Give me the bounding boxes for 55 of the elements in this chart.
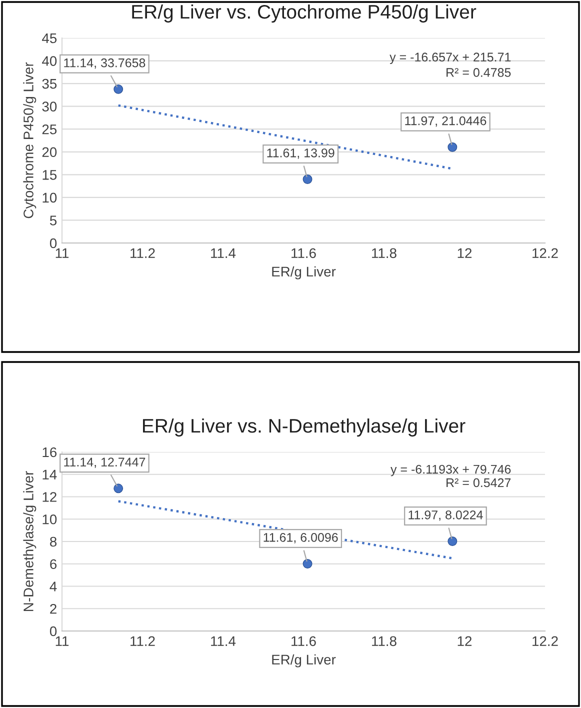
- x-tick-label: 12.2: [532, 248, 558, 258]
- x-tick-label: 12: [458, 248, 472, 258]
- x-tick-label: 11: [56, 636, 69, 646]
- x-tick-label: 11.8: [372, 636, 396, 646]
- y-tick-label: 40: [42, 56, 57, 66]
- y-tick-label: 25: [42, 124, 57, 134]
- y-tick-label: 0: [50, 626, 57, 636]
- x-tick-label: 12.2: [532, 636, 558, 646]
- point: [448, 142, 458, 152]
- y-tick-label: 5: [50, 216, 57, 226]
- point: [302, 559, 312, 569]
- y-tick-label: 15: [42, 170, 57, 180]
- y-tick-label: 8: [50, 536, 57, 547]
- x-tick-label: 11: [56, 248, 69, 258]
- data-label: 11.97, 21.0446: [405, 116, 486, 127]
- data-label: 11.61, 13.99: [267, 148, 334, 159]
- y-tick-label: 12: [42, 492, 56, 502]
- y-tick-label: 45: [42, 33, 57, 44]
- y-tick-label: 30: [42, 102, 57, 112]
- data-label: 11.61, 6.0096: [264, 533, 338, 544]
- point: [302, 174, 312, 184]
- y-tick-label: 0: [50, 238, 57, 248]
- point: [114, 484, 124, 494]
- annotation: R² = 0.4785: [446, 68, 511, 77]
- y-axis-title: Cytochrome P450/g Liver: [23, 62, 36, 218]
- x-tick-label: 11.2: [130, 248, 155, 258]
- x-tick-label: 12: [458, 636, 472, 646]
- annotation: y = -6.1193x + 79.746: [390, 464, 511, 476]
- x-tick-label: 11.2: [130, 636, 155, 646]
- x-tick-label: 11.6: [292, 248, 316, 258]
- x-axis-title: ER/g Liver: [272, 654, 336, 668]
- y-tick-label: 14: [42, 470, 57, 480]
- y-tick-label: 35: [42, 78, 57, 89]
- chart-title: ER/g Liver vs. Cytochrome P450/g Liver: [132, 4, 476, 23]
- y-tick-label: 2: [50, 604, 56, 614]
- data-label: 11.14, 12.7447: [64, 458, 146, 468]
- y-tick-label: 4: [50, 582, 57, 592]
- annotation: R² = 0.5427: [446, 478, 511, 488]
- x-tick-label: 11.6: [292, 636, 316, 646]
- annotation: y = -16.657x + 215.71: [390, 52, 511, 64]
- x-axis-title: ER/g Liver: [272, 266, 336, 280]
- point: [114, 84, 124, 94]
- y-tick-label: 6: [50, 559, 57, 570]
- y-tick-label: 10: [42, 192, 57, 203]
- y-tick-label: 20: [42, 147, 57, 158]
- y-tick-label: 10: [42, 514, 57, 524]
- point: [448, 536, 458, 546]
- data-label: 11.97, 8.0224: [408, 510, 483, 521]
- y-axis-title: N-Demethylase/g Liver: [23, 471, 36, 611]
- x-tick-label: 11.4: [211, 248, 236, 258]
- x-tick-label: 11.8: [372, 248, 396, 258]
- data-label: 11.14, 33.7658: [64, 58, 146, 69]
- chart-title: ER/g Liver vs. N-Demethylase/g Liver: [143, 418, 466, 437]
- x-tick-label: 11.4: [211, 636, 236, 646]
- y-tick-label: 16: [42, 447, 57, 458]
